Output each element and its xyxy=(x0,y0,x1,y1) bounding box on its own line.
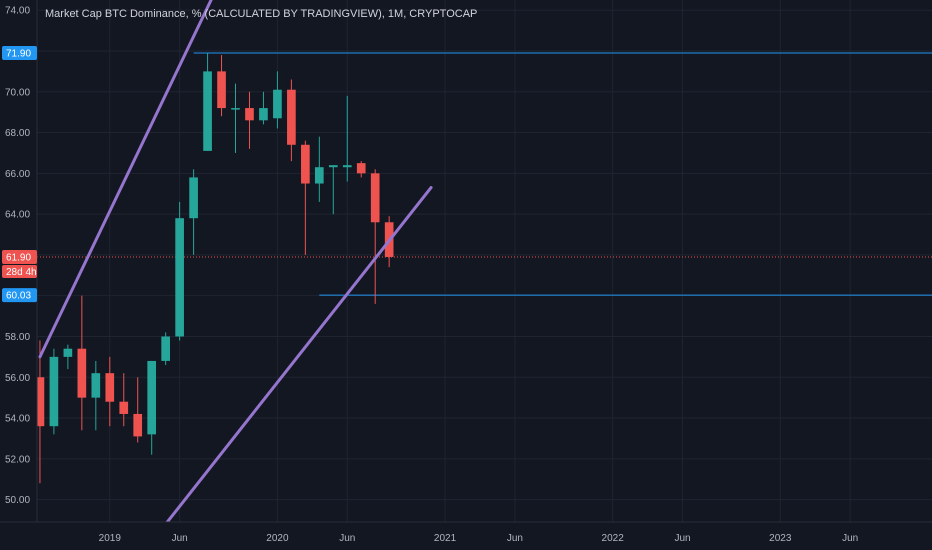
grid-layer xyxy=(37,0,932,522)
upper-channel-trendline[interactable] xyxy=(38,0,236,359)
candle-body xyxy=(77,348,87,398)
last-price-label: 61.90 xyxy=(2,249,37,264)
candle xyxy=(91,360,101,431)
candle-body xyxy=(147,360,157,435)
candle xyxy=(314,136,324,202)
candle xyxy=(203,53,212,151)
candle xyxy=(119,373,129,427)
last-price-label-bg xyxy=(2,249,37,264)
candle-body xyxy=(175,218,184,337)
support-price-label: 60.03 xyxy=(2,288,37,303)
x-tick-label: 2022 xyxy=(602,533,625,544)
x-axis-panel[interactable] xyxy=(0,522,932,550)
lower-channel-trendline[interactable] xyxy=(164,186,433,526)
candle-body xyxy=(49,356,59,427)
y-tick-label: 66.00 xyxy=(5,169,30,180)
candle xyxy=(259,91,268,125)
candle xyxy=(328,165,338,215)
y-tick-label: 64.00 xyxy=(5,210,30,221)
candle xyxy=(287,79,296,162)
candle xyxy=(301,140,310,255)
y-tick-label: 58.00 xyxy=(5,332,30,343)
y-tick-label: 70.00 xyxy=(5,87,30,98)
candle xyxy=(245,91,254,149)
candle-body xyxy=(35,377,45,427)
countdown-label: 28d 4h xyxy=(2,264,37,278)
candle-body xyxy=(161,336,170,361)
candle-body xyxy=(370,173,380,223)
candle xyxy=(77,295,87,431)
last-price-label-text: 61.90 xyxy=(6,252,31,263)
candle xyxy=(217,55,226,117)
candle-body xyxy=(189,177,198,219)
candle xyxy=(105,356,115,427)
candle-body xyxy=(301,144,310,184)
candle-body xyxy=(231,108,240,110)
candles xyxy=(21,53,394,484)
candle-body xyxy=(217,71,226,109)
candle xyxy=(273,71,282,129)
candle xyxy=(356,161,366,178)
candle xyxy=(49,348,59,435)
candle-body xyxy=(314,167,324,184)
candle-body xyxy=(328,165,338,168)
x-tick-label: Jun xyxy=(507,533,523,544)
x-tick-label: 2023 xyxy=(769,533,792,544)
price-labels: 71.90 60.03 61.90 28d 4h xyxy=(2,46,37,303)
candle xyxy=(63,344,73,370)
y-tick-label: 68.00 xyxy=(5,128,30,139)
candle xyxy=(189,169,198,255)
candle-body xyxy=(356,163,366,174)
x-tick-label: Jun xyxy=(172,533,188,544)
countdown-label-bg xyxy=(2,264,37,278)
candle xyxy=(161,332,170,366)
candle-body xyxy=(133,413,143,437)
x-tick-label: 2020 xyxy=(266,533,289,544)
candle-body xyxy=(287,89,296,145)
candle xyxy=(370,169,380,304)
x-tick-label: Jun xyxy=(674,533,690,544)
resistance-price-label-text: 71.90 xyxy=(6,49,31,60)
candle xyxy=(35,340,45,484)
y-tick-label: 56.00 xyxy=(5,373,30,384)
support-price-label-bg xyxy=(2,288,37,303)
resistance-price-label-bg xyxy=(2,46,37,61)
x-tick-label: 2021 xyxy=(434,533,457,544)
candle xyxy=(231,83,240,153)
countdown-label-text: 28d 4h xyxy=(6,267,37,278)
horizontal-lines xyxy=(37,52,932,296)
y-tick-label: 54.00 xyxy=(5,414,30,425)
candle xyxy=(133,377,143,443)
candle-body xyxy=(342,165,352,168)
chart-title: Market Cap BTC Dominance, % (CALCULATED … xyxy=(45,8,477,20)
support-price-label-text: 60.03 xyxy=(6,291,31,302)
x-tick-label: Jun xyxy=(842,533,858,544)
candle-body xyxy=(119,401,129,414)
trendlines xyxy=(38,0,433,526)
candle xyxy=(147,360,157,455)
candle-body xyxy=(203,71,212,151)
candle xyxy=(342,95,352,182)
y-tick-label: 74.00 xyxy=(5,6,30,17)
candle-body xyxy=(245,108,254,121)
resistance-price-label: 71.90 xyxy=(2,46,37,61)
candle-body xyxy=(63,348,73,357)
candle xyxy=(175,201,184,341)
candle-body xyxy=(259,108,268,121)
x-tick-label: 2019 xyxy=(99,533,122,544)
y-tick-label: 50.00 xyxy=(5,495,30,506)
candle-body xyxy=(273,89,282,119)
y-tick-label: 52.00 xyxy=(5,454,30,465)
x-tick-label: Jun xyxy=(339,533,355,544)
candle-body xyxy=(91,373,101,398)
candle-body xyxy=(105,373,115,402)
